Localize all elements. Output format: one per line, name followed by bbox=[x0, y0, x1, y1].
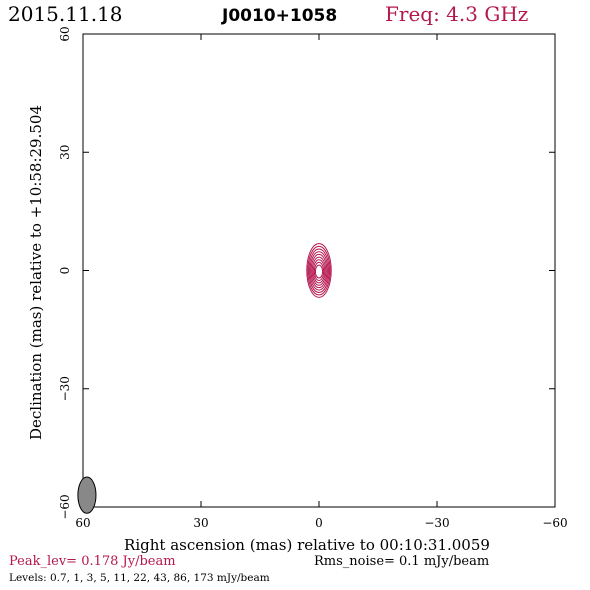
contour-level bbox=[306, 243, 332, 298]
contour-level bbox=[309, 251, 329, 291]
observation-date: 2015.11.18 bbox=[8, 2, 123, 26]
source-name: J0010+1058 bbox=[222, 6, 338, 26]
contour-level bbox=[313, 261, 325, 281]
contour-level bbox=[311, 256, 327, 286]
rms-noise: Rms_noise= 0.1 mJy/beam bbox=[314, 554, 490, 569]
y-axis-label: Declination (mas) relative to +10:58:29.… bbox=[27, 105, 45, 440]
x-tick-label: −60 bbox=[542, 516, 567, 530]
y-tick-label: −60 bbox=[58, 494, 72, 519]
y-tick-label: 30 bbox=[58, 145, 72, 160]
contour-level bbox=[314, 264, 324, 279]
contour-level bbox=[308, 248, 330, 293]
x-tick-label: 0 bbox=[315, 516, 323, 530]
contour-level bbox=[312, 259, 326, 284]
x-tick-label: 30 bbox=[193, 516, 208, 530]
plot-frame bbox=[82, 33, 556, 508]
y-tick-label: −30 bbox=[58, 376, 72, 401]
frequency-label: Freq: 4.3 GHz bbox=[385, 2, 529, 26]
y-tick-label: 0 bbox=[58, 267, 72, 275]
x-tick-label: 60 bbox=[75, 516, 90, 530]
contour-levels: Levels: 0.7, 1, 3, 5, 11, 22, 43, 86, 17… bbox=[9, 572, 270, 584]
x-tick-label: −30 bbox=[424, 516, 449, 530]
beam-ellipse bbox=[77, 476, 97, 514]
peak-level: Peak_lev= 0.178 Jy/beam bbox=[9, 554, 176, 569]
y-tick-label: 60 bbox=[58, 26, 72, 41]
x-axis-label: Right ascension (mas) relative to 00:10:… bbox=[124, 536, 490, 554]
contour-level bbox=[310, 253, 328, 289]
contour-level bbox=[307, 245, 331, 296]
